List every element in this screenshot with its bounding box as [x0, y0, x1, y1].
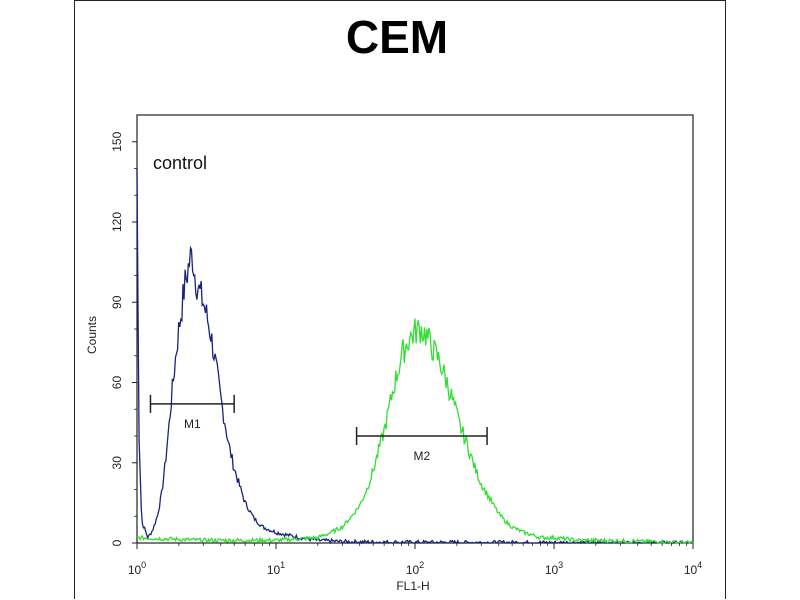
annotation-control: control — [153, 153, 207, 173]
axis-layer: 0 30 60 90 120 150 100 101 102 103 104 — [110, 131, 702, 577]
figure-frame — [74, 0, 726, 599]
y-tick-label: 60 — [110, 376, 124, 390]
x-tick-label: 101 — [267, 560, 285, 577]
x-tick-label: 100 — [128, 560, 146, 577]
y-tick-label: 150 — [110, 131, 124, 151]
marker-label: M2 — [413, 449, 430, 463]
x-tick-label: 102 — [406, 560, 424, 577]
x-axis-label: FL1-H — [396, 579, 429, 593]
x-tick-label: 104 — [684, 560, 702, 577]
series-line-1 — [136, 168, 694, 545]
marker-layer: M1 M2 — [149, 394, 488, 463]
x-tick-label: 103 — [545, 560, 563, 577]
y-axis-label: Counts — [85, 316, 99, 354]
y-tick-label: 0 — [110, 539, 124, 546]
series-line-2 — [136, 318, 694, 545]
chart-title: CEM — [346, 11, 448, 63]
y-tick-label: 90 — [110, 295, 124, 309]
y-tick-label: 30 — [110, 456, 124, 470]
marker-m2: M2 — [355, 427, 488, 463]
y-tick-label: 120 — [110, 212, 124, 232]
marker-m1: M1 — [149, 394, 235, 431]
marker-label: M1 — [184, 417, 201, 431]
series-layer — [136, 168, 694, 545]
